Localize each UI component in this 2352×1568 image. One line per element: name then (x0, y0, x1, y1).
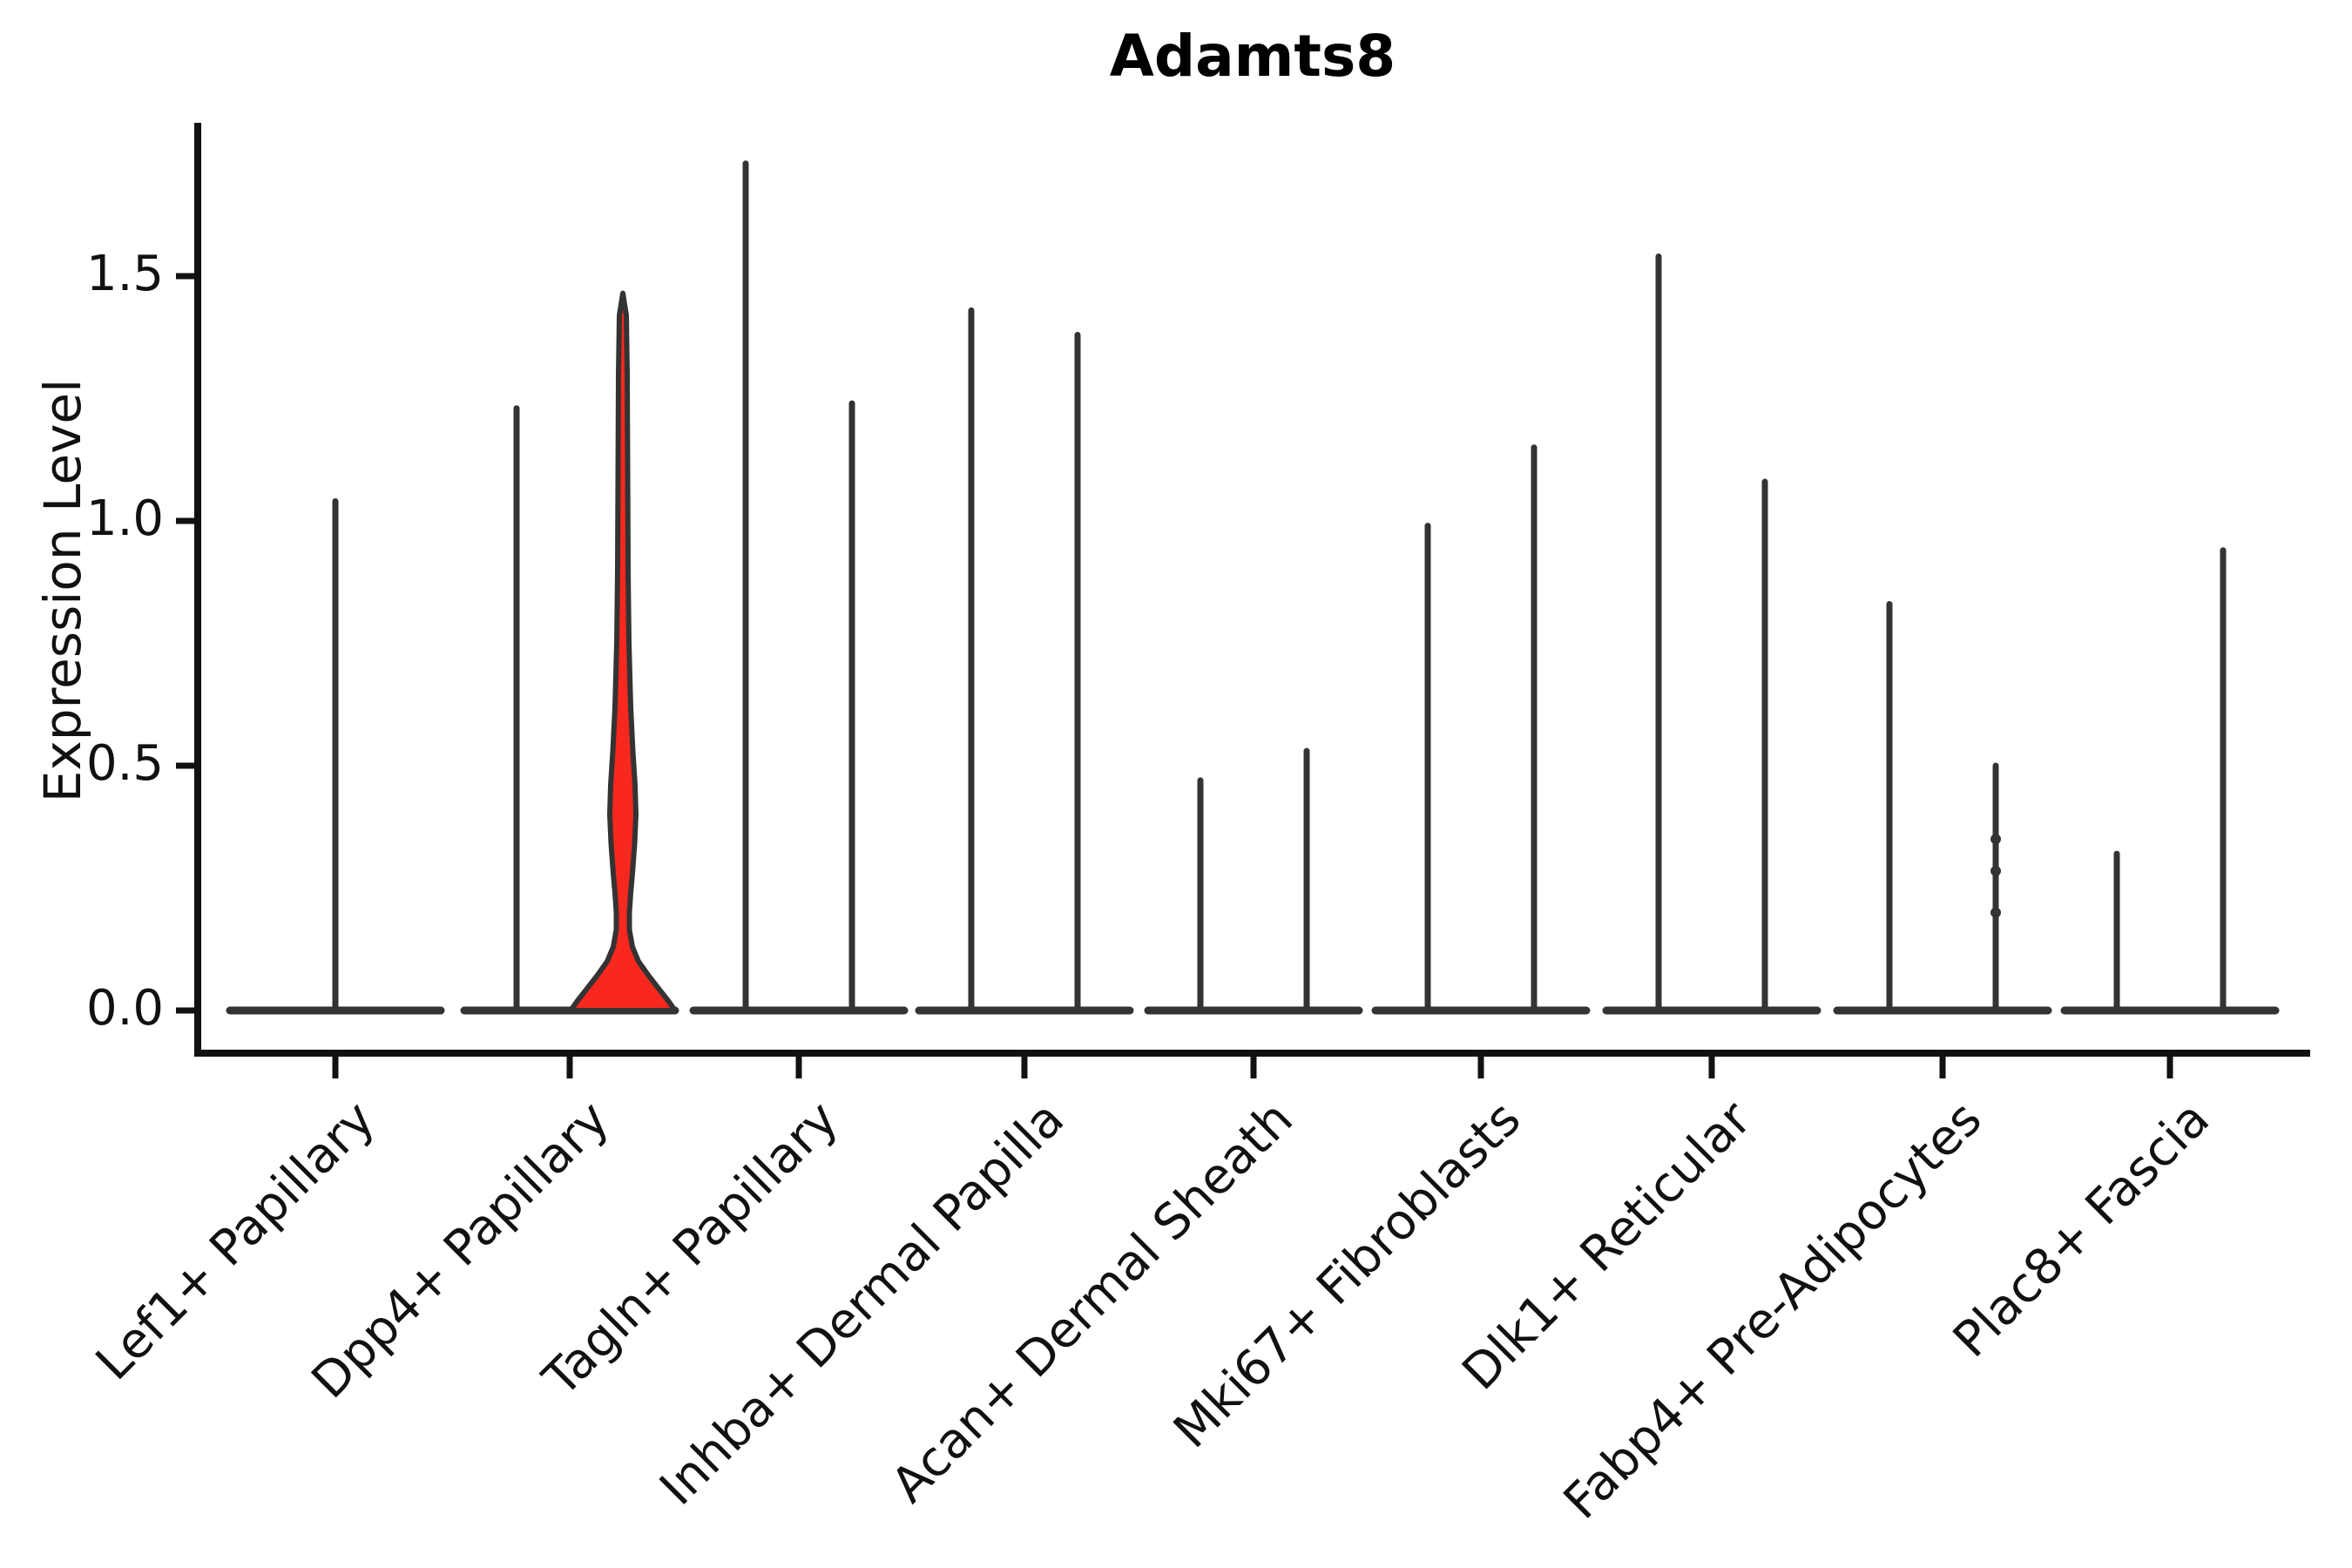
y-tick-label: 0.0 (85, 979, 164, 1037)
expression-point-dot (1990, 865, 2001, 876)
expression-point-dot (1990, 834, 2001, 845)
y-tick-label: 1.0 (85, 490, 164, 547)
expression-point-dot (1990, 907, 2001, 918)
chart-title: Adamts8 (1109, 23, 1396, 90)
violin-highlighted (568, 290, 678, 1013)
y-tick-label: 1.5 (85, 245, 164, 302)
y-tick-label: 0.5 (85, 734, 164, 792)
